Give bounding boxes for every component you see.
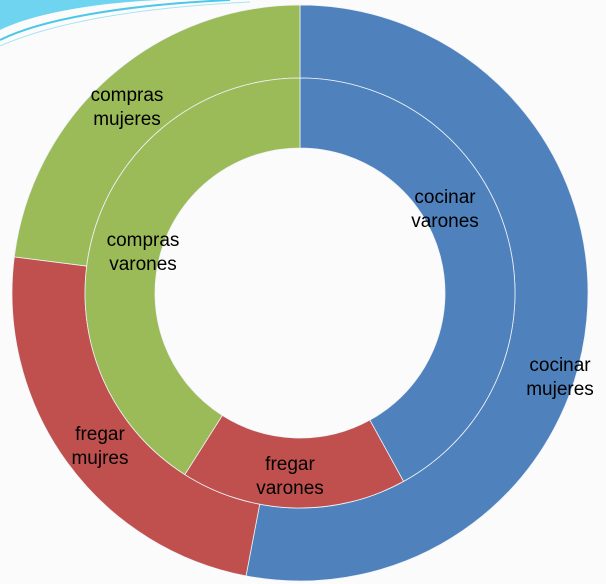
slice-label: cocinar mujeres: [526, 355, 594, 400]
slice-label: fregar varones: [256, 454, 324, 499]
doughnut-slice: [299, 77, 516, 482]
slice-label: compras mujeres: [90, 85, 164, 130]
slice-label: compras varones: [106, 230, 180, 275]
decor: [0, 0, 231, 41]
slice-label: cocinar varones: [411, 187, 479, 232]
decor: [0, 0, 160, 30]
doughnut-slice: [84, 77, 301, 476]
slice-label: fregar mujres: [71, 424, 129, 469]
decor: [0, 1, 251, 47]
